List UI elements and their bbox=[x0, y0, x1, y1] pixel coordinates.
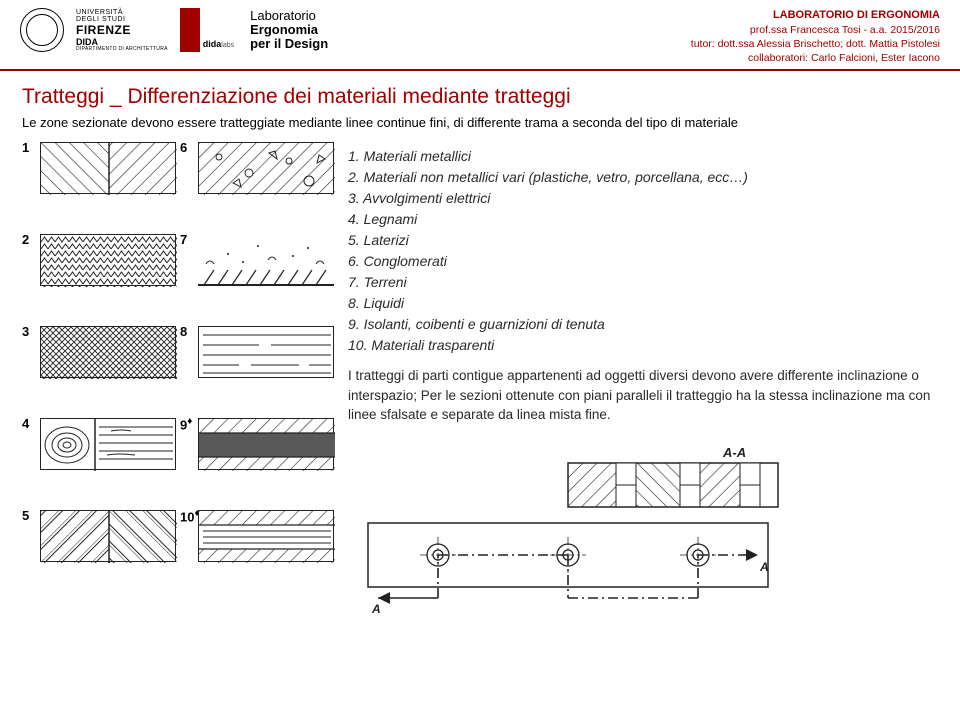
hr-line2: prof.ssa Francesca Tosi - a.a. 2015/2016 bbox=[691, 23, 940, 37]
pattern-2-nonmetal bbox=[40, 234, 176, 286]
section-drawing-icon: A-A bbox=[348, 443, 788, 613]
uni-line3: FIRENZE bbox=[76, 24, 168, 36]
pattern-num-8: 8 bbox=[180, 324, 194, 339]
legend-item: 3. Avvolgimenti elettrici bbox=[348, 188, 938, 209]
legend-item: 4. Legnami bbox=[348, 209, 938, 230]
hatch-metal-icon bbox=[41, 143, 177, 195]
hatch-transparent-icon bbox=[199, 511, 335, 563]
header-left: UNIVERSITÀ DEGLI STUDI FIRENZE DIDA DIPA… bbox=[20, 8, 328, 52]
pattern-8-liquid bbox=[198, 326, 334, 378]
pattern-4-wood bbox=[40, 418, 176, 470]
page-subtitle: Le zone sezionate devono essere trattegg… bbox=[22, 115, 938, 130]
legend-item: 5. Laterizi bbox=[348, 230, 938, 251]
pattern-num-3: 3 bbox=[22, 324, 36, 339]
legend-item: 8. Liquidi bbox=[348, 293, 938, 314]
section-label-aa: A-A bbox=[722, 445, 746, 460]
uni-line2: DEGLI STUDI bbox=[76, 16, 168, 23]
pattern-9-insulation bbox=[198, 418, 334, 470]
pattern-1-metallic bbox=[40, 142, 176, 194]
pattern-6-conglomerate bbox=[198, 142, 334, 194]
pattern-num-10: 10♦ bbox=[180, 508, 194, 524]
pattern-num-2: 2 bbox=[22, 232, 36, 247]
hatch-wood-icon bbox=[41, 419, 177, 471]
hr-line4: collaboratori: Carlo Falcioni, Ester Iac… bbox=[691, 51, 940, 65]
pattern-10-transparent bbox=[198, 510, 334, 562]
legend-item: 6. Conglomerati bbox=[348, 251, 938, 272]
svg-text:A: A bbox=[371, 602, 381, 613]
university-seal-icon bbox=[20, 8, 64, 52]
legend-column: 1. Materiali metallici 2. Materiali non … bbox=[348, 140, 938, 603]
dida-brand: dida bbox=[203, 39, 222, 49]
university-name-block: UNIVERSITÀ DEGLI STUDI FIRENZE DIDA DIPA… bbox=[76, 9, 168, 52]
page-header: UNIVERSITÀ DEGLI STUDI FIRENZE DIDA DIPA… bbox=[0, 0, 960, 71]
page-content: Tratteggi _ Differenziazione dei materia… bbox=[0, 71, 960, 603]
legend-item: 7. Terreni bbox=[348, 272, 938, 293]
lab-t3: per il Design bbox=[250, 37, 328, 51]
legend-item: 10. Materiali trasparenti bbox=[348, 335, 938, 356]
hatch-liquid-icon bbox=[199, 327, 335, 379]
main-row: 1 6 bbox=[22, 140, 938, 603]
hatch-brick-icon bbox=[41, 511, 177, 563]
dida-labs: labs bbox=[221, 42, 234, 49]
hatch-insulation-icon bbox=[199, 419, 335, 471]
pattern-num-7: 7 bbox=[180, 232, 194, 247]
page-title: Tratteggi _ Differenziazione dei materia… bbox=[22, 85, 938, 109]
pattern-7-terrain bbox=[198, 234, 334, 286]
svg-text:A: A bbox=[759, 560, 769, 574]
header-right: LABORATORIO DI ERGONOMIA prof.ssa France… bbox=[691, 8, 940, 65]
pattern-num-1: 1 bbox=[22, 140, 36, 155]
legend-item: 1. Materiali metallici bbox=[348, 146, 938, 167]
lab-title-block: Laboratorio Ergonomia per il Design bbox=[250, 9, 328, 52]
pattern-num-4: 4 bbox=[22, 416, 36, 431]
pattern-num-9: 9♦ bbox=[180, 416, 194, 432]
dida-rect-icon bbox=[180, 8, 200, 52]
pattern-3-windings bbox=[40, 326, 176, 378]
legend-item: 9. Isolanti, coibenti e guarnizioni di t… bbox=[348, 314, 938, 335]
hatch-conglomerate-icon bbox=[199, 143, 335, 195]
dida-text-wrap: didalabs bbox=[203, 34, 234, 52]
patterns-grid: 1 6 bbox=[22, 140, 332, 603]
pattern-5-brick bbox=[40, 510, 176, 562]
hr-line1: LABORATORIO DI ERGONOMIA bbox=[691, 8, 940, 23]
pattern-num-5: 5 bbox=[22, 508, 36, 523]
hatch-nonmetal-icon bbox=[41, 235, 177, 287]
lab-t1: Laboratorio bbox=[250, 9, 328, 23]
hatch-windings-icon bbox=[41, 327, 177, 379]
uni-line1: UNIVERSITÀ bbox=[76, 9, 168, 16]
pattern-num-6: 6 bbox=[180, 140, 194, 155]
dida-logo: didalabs bbox=[180, 8, 234, 52]
hatch-terrain-icon bbox=[198, 234, 334, 286]
note-paragraph: I tratteggi di parti contigue appartenen… bbox=[348, 366, 938, 425]
lab-t2: Ergonomia bbox=[250, 23, 328, 37]
uni-line5: DIPARTIMENTO DI ARCHITETTURA bbox=[76, 47, 168, 52]
legend-item: 2. Materiali non metallici vari (plastic… bbox=[348, 167, 938, 188]
hr-line3: tutor: dott.ssa Alessia Brischetto; dott… bbox=[691, 37, 940, 51]
section-drawing: A-A bbox=[348, 443, 788, 603]
